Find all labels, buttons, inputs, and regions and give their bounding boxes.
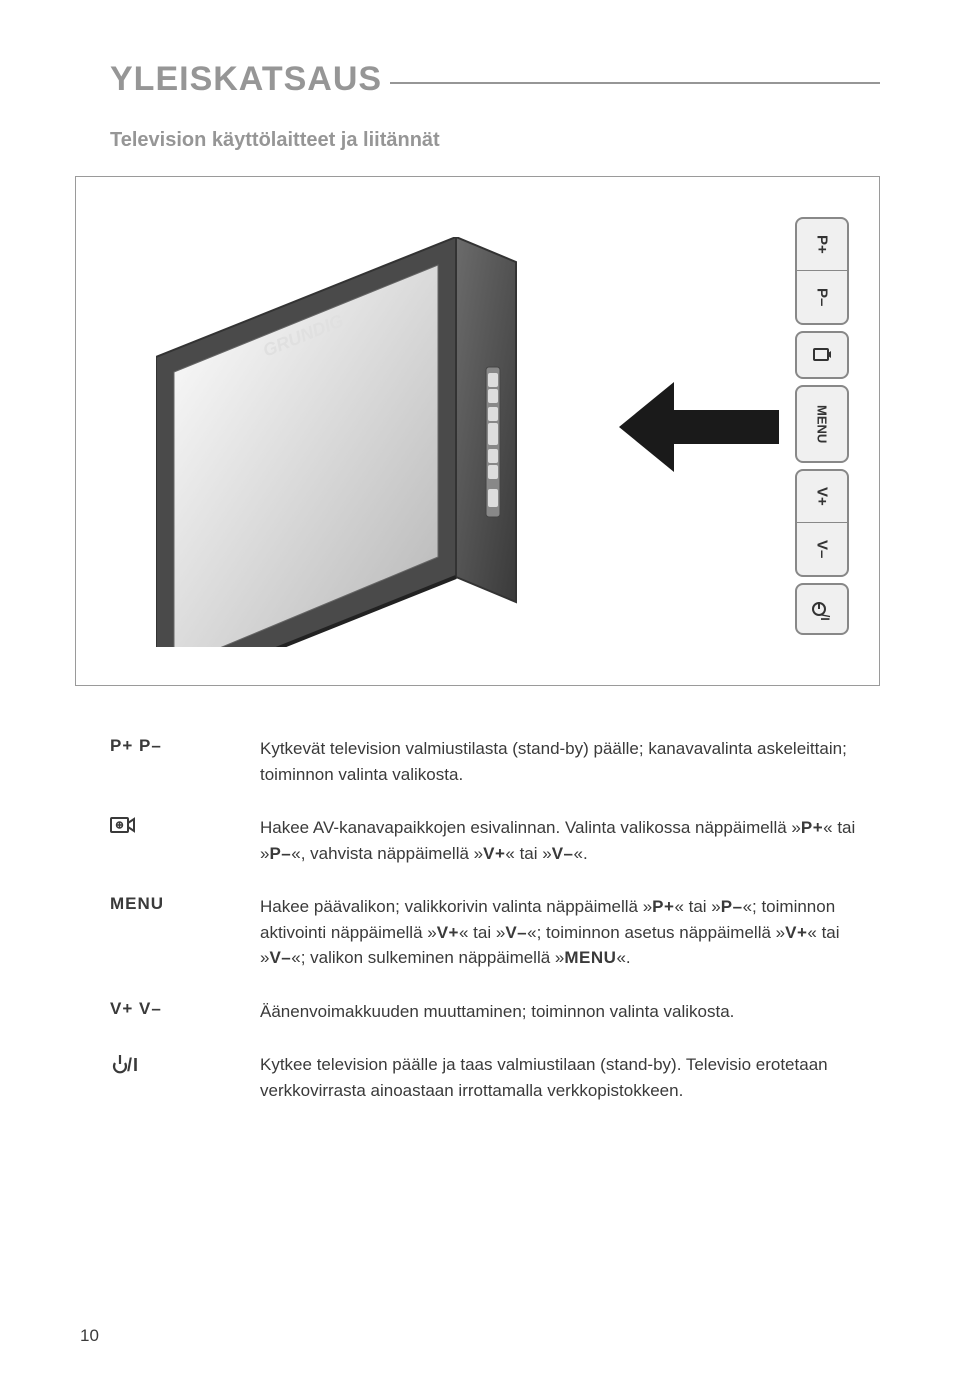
row-desc: Kytkevät television valmiustilasta (stan… — [260, 736, 880, 787]
svg-text:/I: /I — [818, 614, 832, 621]
power-icon: /I — [110, 1052, 150, 1076]
pointer-arrow-icon — [619, 372, 779, 482]
controls-description-table: P+ P– Kytkevät television valmiustilasta… — [110, 736, 880, 1103]
volume-buttons-group: V+ V– — [795, 469, 849, 577]
row-desc: Äänenvoimakkuuden muuttaminen; toiminnon… — [260, 999, 880, 1025]
p-minus-button[interactable]: P– — [797, 271, 847, 323]
page-number: 10 — [80, 1326, 99, 1346]
av-source-icon — [110, 815, 136, 837]
menu-button[interactable]: MENU — [795, 385, 849, 463]
power-button[interactable]: /I — [795, 583, 849, 635]
table-row: Hakee AV-kanavapaikkojen esivalinnan. Va… — [110, 815, 880, 866]
tv-illustration: GRUNDIG — [156, 237, 576, 647]
side-button-column: P+ P– MENU V+ V– /I — [795, 217, 849, 635]
program-buttons-group: P+ P– — [795, 217, 849, 325]
row-desc: Hakee AV-kanavapaikkojen esivalinnan. Va… — [260, 815, 880, 866]
table-row: P+ P– Kytkevät television valmiustilasta… — [110, 736, 880, 787]
title-rule — [390, 82, 880, 84]
page-subtitle: Television käyttölaitteet ja liitännät — [110, 129, 880, 152]
row-label-volume: V+ V– — [110, 999, 260, 1019]
row-desc: Kytkee television päälle ja taas valmius… — [260, 1052, 880, 1103]
table-row: MENU Hakee päävalikon; valikkorivin vali… — [110, 894, 880, 971]
row-label-menu: MENU — [110, 894, 260, 914]
svg-text:/I: /I — [127, 1055, 139, 1075]
av-button[interactable] — [795, 331, 849, 379]
v-minus-button[interactable]: V– — [797, 523, 847, 575]
p-plus-button[interactable]: P+ — [797, 219, 847, 271]
row-label-power: /I — [110, 1052, 260, 1076]
row-label-program: P+ P– — [110, 736, 260, 756]
table-row: /I Kytkee television päälle ja taas valm… — [110, 1052, 880, 1103]
page-title: YLEISKATSAUS — [110, 60, 382, 99]
row-desc: Hakee päävalikon; valikkorivin valinta n… — [260, 894, 880, 971]
table-row: V+ V– Äänenvoimakkuuden muuttaminen; toi… — [110, 999, 880, 1025]
row-label-av — [110, 815, 260, 837]
tv-diagram-frame: GRUNDIG P+ P– MENU V+ V– /I — [75, 176, 880, 686]
v-plus-button[interactable]: V+ — [797, 471, 847, 523]
